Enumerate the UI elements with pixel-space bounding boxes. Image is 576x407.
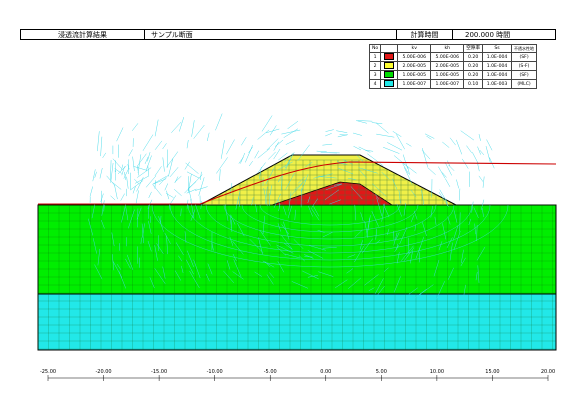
foundation-layer-green [37,204,557,295]
mesh-grid-lines [37,204,556,350]
header-time-label: 計算時間 [397,30,453,39]
flow-arcs [151,204,509,268]
x-axis-tick-label: -5.00 [264,369,277,375]
legend-no: 4 [368,79,382,89]
legend-type: (MLC) [511,79,538,89]
material-legend-table: No kv kh 空隙率 Ss 不透水性地 1 5.00E-006 5.00E-00… [368,44,538,89]
x-axis-tick-label: -15.00 [151,369,167,375]
x-axis-tick-label: -20.00 [95,369,111,375]
header-title: 浸透流計算結果 [21,30,145,39]
material-color-swatch [384,62,395,69]
legend-row: 4 1.00E-007 1.00E-007 0.10 1.0E-003 (MLC) [368,79,538,89]
legend-row: 1 5.00E-006 5.00E-006 0.20 1.0E-004 (SF) [368,52,538,62]
x-axis-tick-label: -10.00 [207,369,223,375]
result-header: 浸透流計算結果 サンプル断面 計算時間 200.000 時間 [20,29,556,40]
x-axis-tick-label: 20.00 [541,369,555,375]
material-color-swatch [384,53,395,60]
x-axis-tick-label: 10.00 [430,369,444,375]
x-axis-tick-label: 5.00 [376,369,387,375]
x-axis-tick-label: 15.00 [485,369,499,375]
phreatic-line [38,161,557,205]
x-axis-tick-label: 0.00 [320,369,331,375]
material-color-swatch [384,71,395,78]
flow-velocity-vectors [88,113,495,300]
material-color-swatch [384,80,395,87]
legend-kh: 1.00E-007 [430,79,465,89]
x-axis-tick-label: -25.00 [40,369,56,375]
header-section-name: サンプル断面 [145,30,397,39]
header-time-value: 200.000 時間 [465,30,511,39]
foundation-layer-cyan [37,293,557,351]
